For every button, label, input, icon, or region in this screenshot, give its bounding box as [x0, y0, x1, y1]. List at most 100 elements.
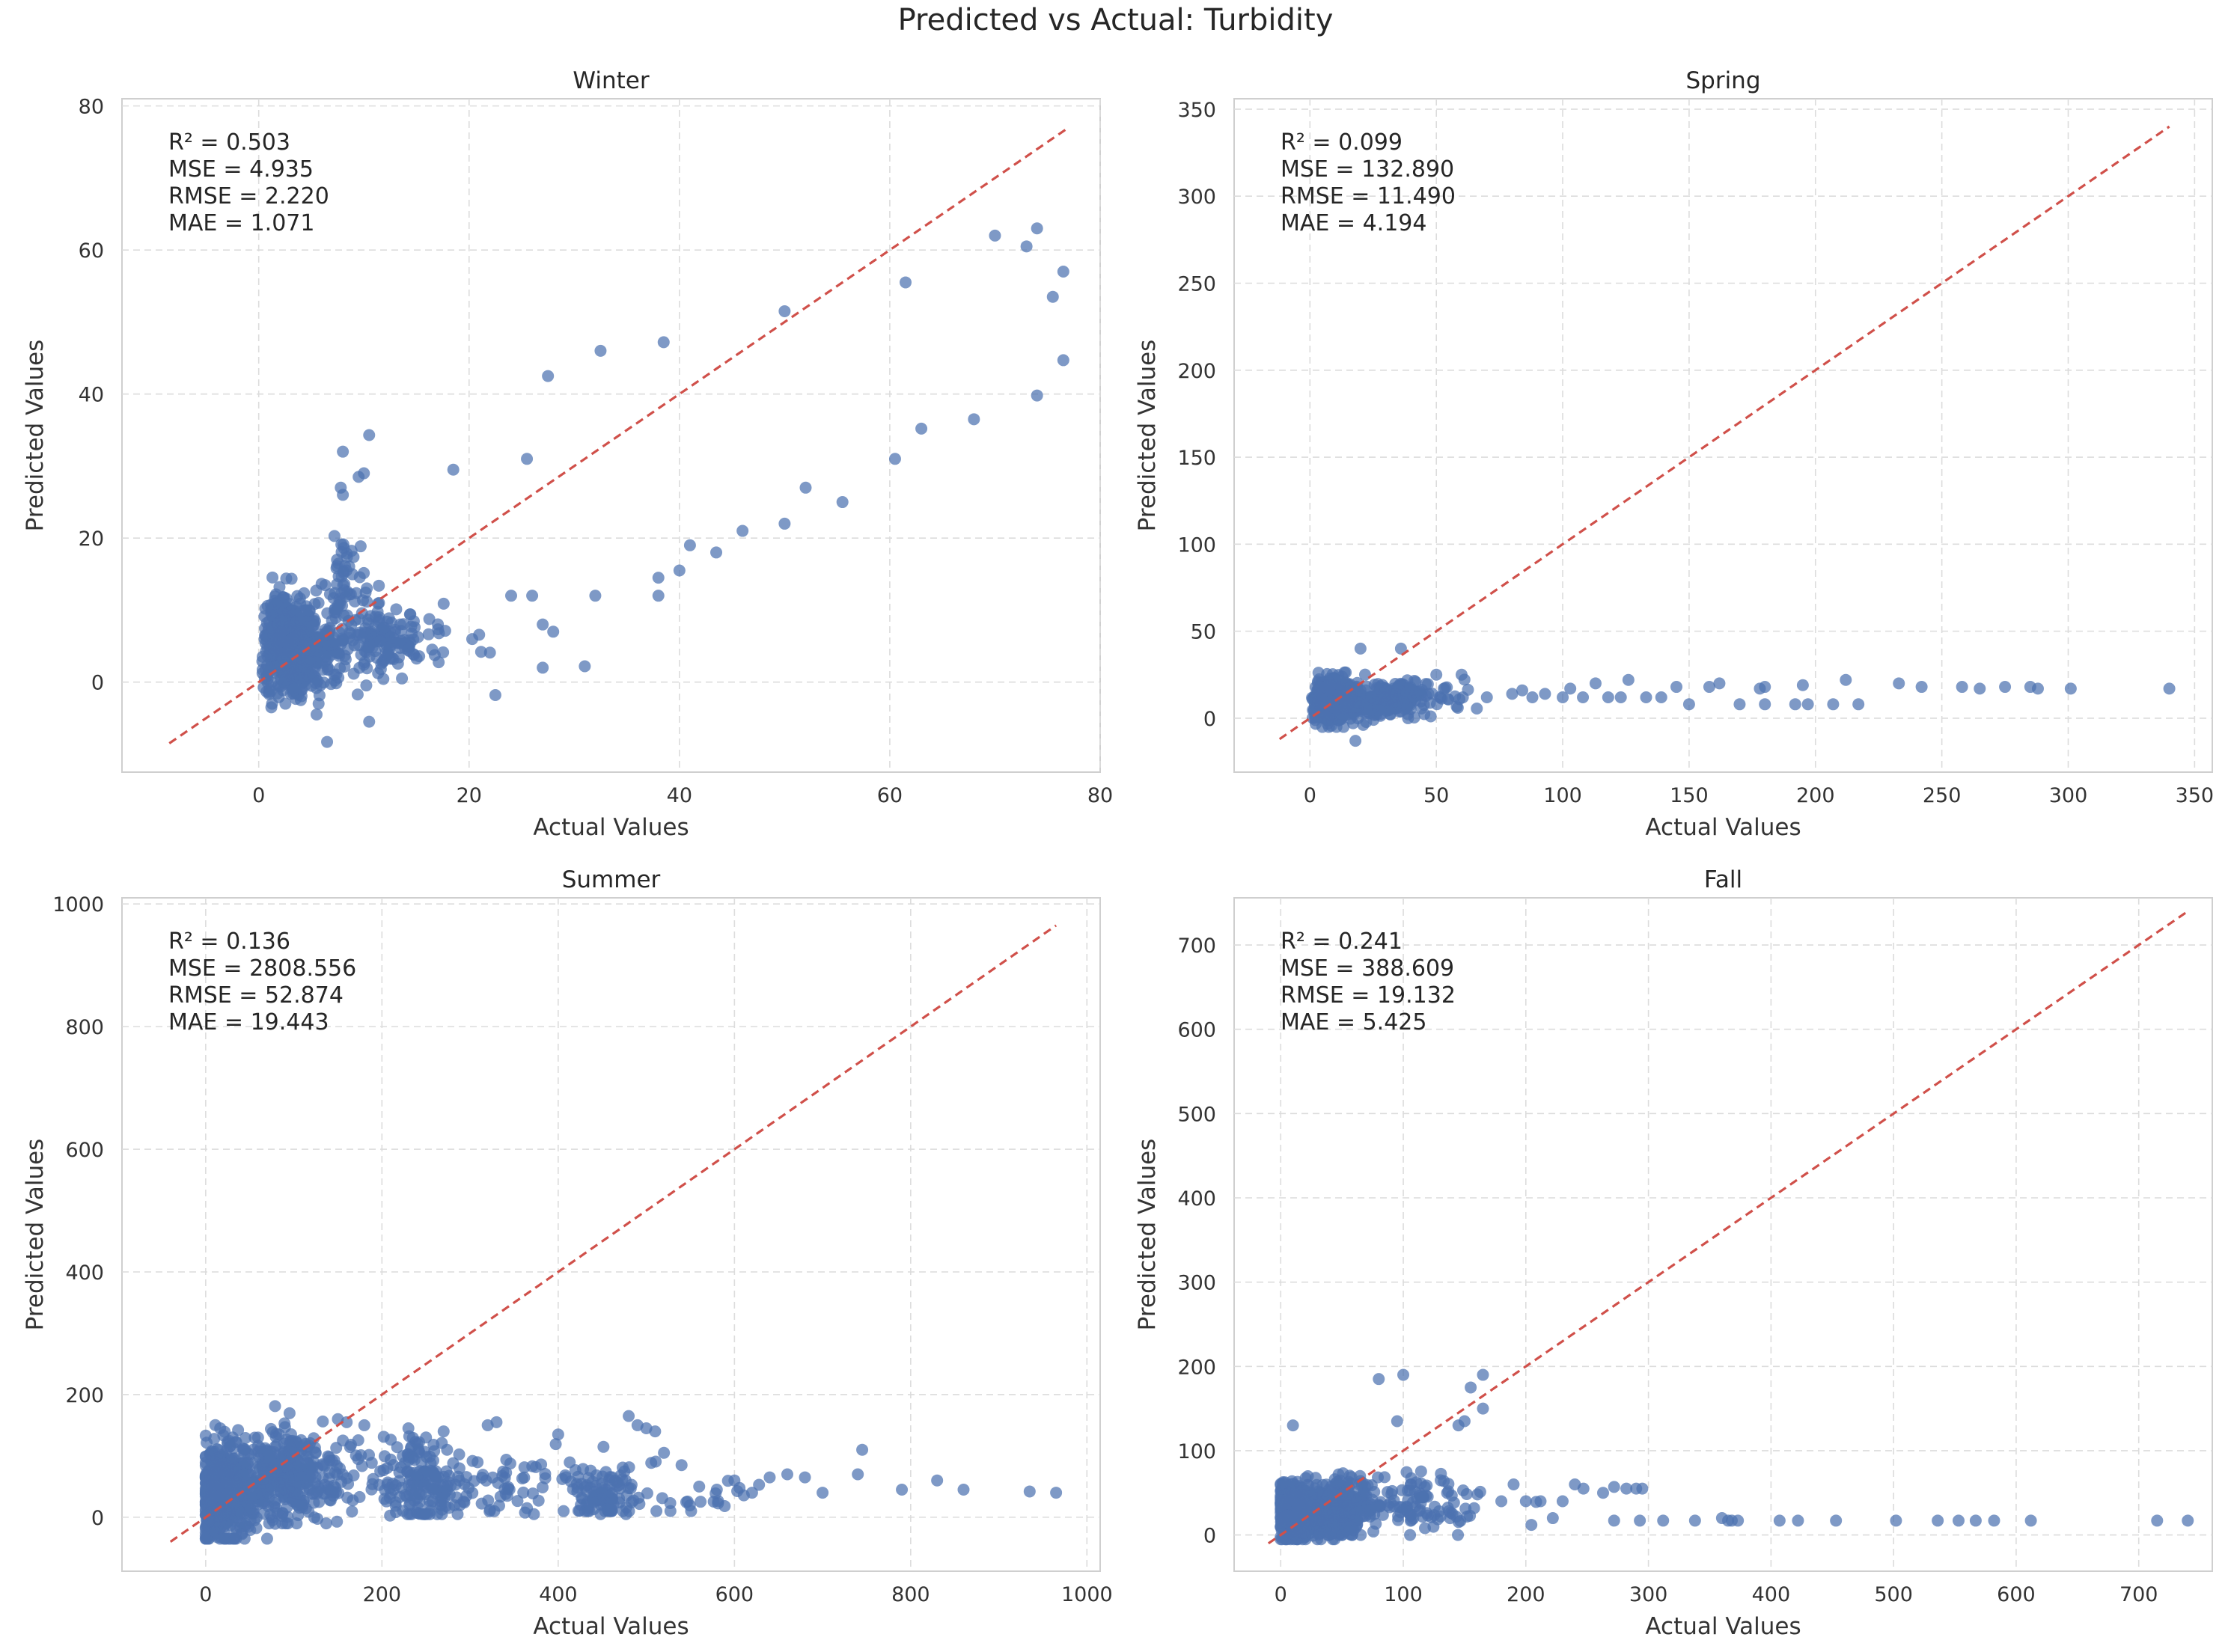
fall-data-point: [1318, 1526, 1331, 1538]
winter-data-point: [799, 481, 812, 494]
winter-y-tick-label: 60: [79, 239, 104, 263]
summer-data-point: [209, 1419, 222, 1431]
summer-data-point: [500, 1454, 513, 1466]
winter-data-point: [382, 612, 395, 625]
summer-x-tick-label: 1000: [1061, 1583, 1113, 1606]
winter-data-point: [915, 422, 928, 435]
summer-y-tick-label: 400: [65, 1261, 104, 1285]
winter-metric-r2: R² = 0.503: [168, 129, 290, 156]
winter-data-point: [358, 658, 370, 671]
figure-title: Predicted vs Actual: Turbidity: [897, 3, 1334, 37]
winter-data-point: [301, 655, 314, 668]
spring-y-tick-label: 150: [1177, 447, 1216, 470]
fall-data-point: [1630, 1482, 1643, 1495]
fall-data-point: [1525, 1519, 1538, 1532]
summer-data-point: [330, 1486, 343, 1499]
summer-data-point: [220, 1476, 233, 1489]
winter-data-point: [437, 597, 450, 610]
winter-data-point: [321, 735, 334, 748]
summer-data-point: [242, 1520, 255, 1533]
winter-metric-mae: MAE = 1.071: [168, 210, 314, 236]
fall-x-tick-label: 700: [2119, 1583, 2158, 1606]
summer-data-point: [251, 1431, 264, 1444]
winter-data-point: [526, 590, 539, 602]
spring-data-point: [1324, 679, 1337, 691]
spring-data-point: [1759, 698, 1771, 711]
fall-data-point: [1345, 1507, 1358, 1520]
summer-data-point: [728, 1474, 741, 1487]
summer-data-point: [347, 1469, 360, 1481]
spring-y-tick-label: 350: [1177, 99, 1216, 122]
summer-data-point: [441, 1484, 454, 1497]
winter-data-point: [310, 677, 323, 690]
winter-data-point: [335, 481, 347, 494]
winter-data-point: [968, 413, 980, 426]
summer-data-point: [226, 1514, 239, 1527]
fall-data-point: [1969, 1514, 1982, 1527]
summer-data-point: [210, 1478, 222, 1490]
summer-data-point: [460, 1490, 473, 1502]
summer-metric-rmse: RMSE = 52.874: [168, 982, 344, 1009]
spring-panel-title: Spring: [1685, 67, 1760, 94]
winter-data-point: [542, 370, 555, 382]
winter-data-point: [547, 625, 560, 638]
summer-data-point: [199, 1484, 212, 1497]
winter-data-point: [337, 445, 350, 458]
summer-data-point: [282, 1472, 295, 1484]
winter-data-point: [339, 653, 352, 666]
spring-data-point: [1418, 708, 1431, 721]
spring-data-point: [1754, 682, 1766, 695]
spring-data-point: [1602, 691, 1614, 703]
fall-data-point: [1620, 1482, 1633, 1495]
spring-data-point: [1430, 668, 1443, 681]
summer-data-point: [712, 1497, 724, 1510]
fall-data-point: [1460, 1487, 1473, 1500]
spring-data-point: [1336, 709, 1349, 721]
spring-data-point: [1401, 674, 1414, 687]
winter-data-point: [330, 562, 343, 575]
spring-data-point: [2024, 681, 2036, 694]
fall-data-point: [1365, 1479, 1378, 1492]
summer-data-point: [625, 1478, 638, 1491]
summer-data-point: [415, 1456, 428, 1469]
winter-data-point: [1057, 354, 1069, 367]
winter-data-point: [275, 625, 288, 638]
summer-data-point: [399, 1489, 412, 1502]
fall-data-point: [1373, 1373, 1385, 1386]
panel-spring: 0 50 100 150 200 250 300 350 0 50 100 150 200 250 300 3…: [1134, 67, 2214, 841]
fall-data-point: [2151, 1514, 2164, 1527]
winter-x-tick-label: 40: [667, 784, 692, 807]
fall-data-point: [1397, 1368, 1410, 1381]
winter-y-tick-label: 40: [79, 384, 104, 407]
spring-x-tick-label: 300: [2049, 784, 2088, 807]
spring-data-point: [1506, 688, 1519, 700]
winter-data-point: [286, 650, 299, 663]
winter-data-point: [673, 564, 686, 577]
summer-data-point: [753, 1478, 766, 1491]
summer-data-point: [931, 1474, 944, 1487]
fall-data-point: [1569, 1478, 1581, 1490]
winter-data-point: [269, 661, 282, 673]
fall-panel-title: Fall: [1704, 866, 1742, 893]
summer-panel-title: Summer: [562, 866, 661, 893]
fall-data-point: [1773, 1514, 1786, 1527]
fall-metric-rmse: RMSE = 19.132: [1281, 982, 1456, 1009]
fall-data-point: [1830, 1514, 1843, 1527]
winter-data-point: [412, 631, 424, 643]
winter-panel-title: Winter: [573, 67, 649, 94]
spring-data-point: [1338, 666, 1351, 679]
spring-data-point: [1357, 718, 1370, 731]
summer-data-point: [378, 1493, 391, 1505]
spring-x-tick-label: 250: [1923, 784, 1962, 807]
summer-data-point: [303, 1468, 316, 1481]
summer-data-point: [539, 1467, 552, 1480]
fall-data-point: [1452, 1419, 1465, 1432]
fall-x-tick-label: 0: [1275, 1583, 1287, 1606]
summer-data-point: [355, 1460, 368, 1472]
winter-data-point: [347, 667, 360, 680]
summer-x-axis-label: Actual Values: [533, 1613, 689, 1640]
winter-data-point: [710, 546, 723, 559]
winter-data-point: [579, 660, 591, 673]
summer-data-point: [623, 1461, 635, 1474]
summer-data-point: [452, 1470, 465, 1483]
